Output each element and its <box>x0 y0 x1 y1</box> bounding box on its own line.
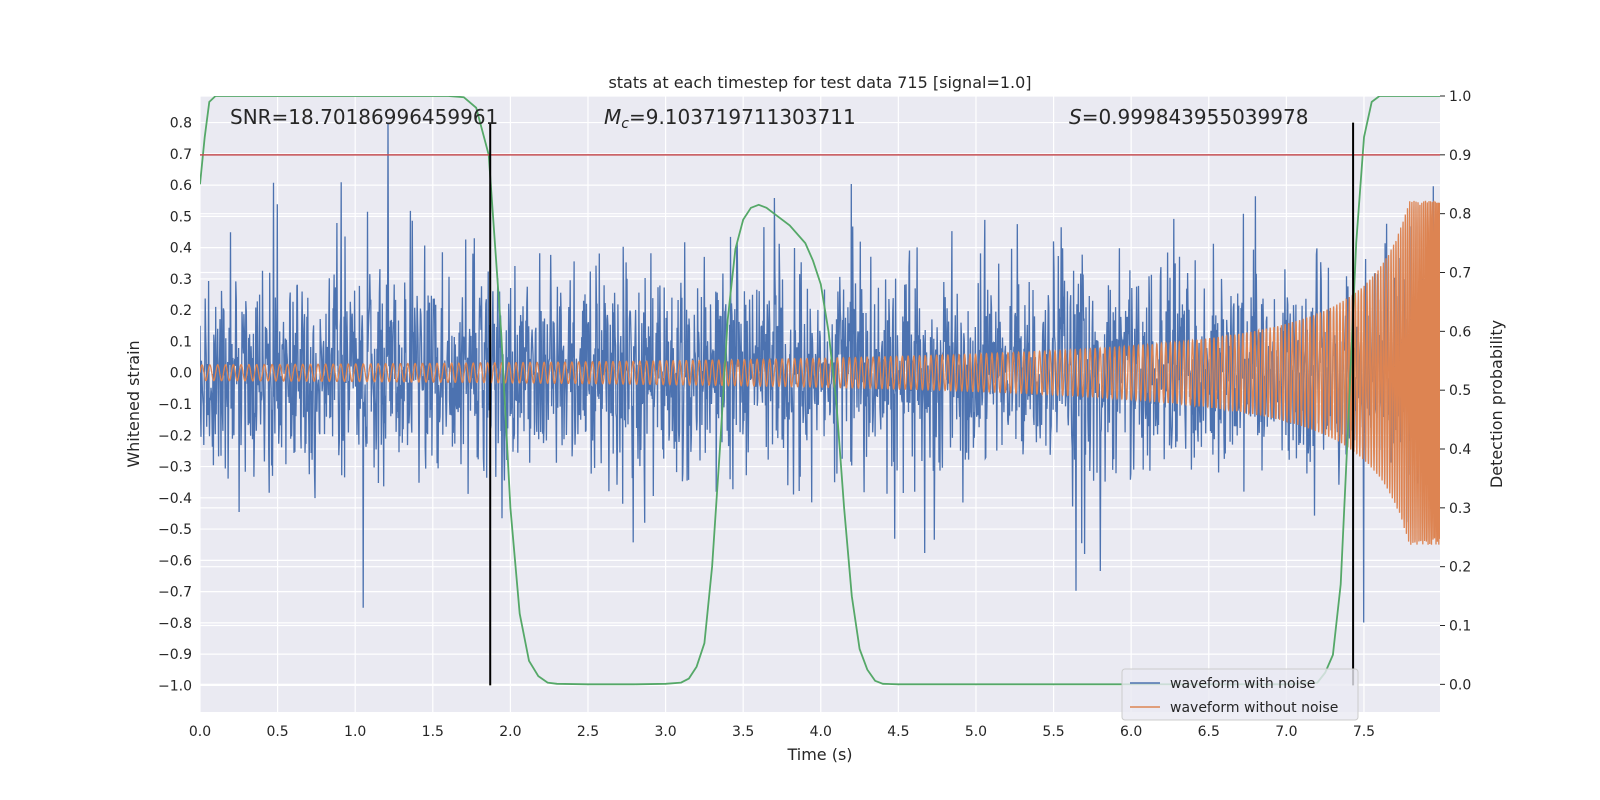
y2-tick-label: 0.2 <box>1449 560 1471 576</box>
legend-box <box>1121 668 1359 721</box>
y-tick-label: −0.1 <box>158 397 192 413</box>
y2-tick-label: 0.9 <box>1449 148 1471 164</box>
ticks: 0.0 0.5 1.0 1.5 2.0 2.5 3.0 3.5 4.0 4.5 5.0 5.5 6.0 6… <box>158 89 1471 740</box>
y2-tick-label: 0.7 <box>1449 266 1471 282</box>
x-tick-label: 2.5 <box>577 724 599 740</box>
y-tick-label: 0.4 <box>170 241 192 257</box>
chart-title: stats at each timestep for test data 715… <box>608 73 1031 92</box>
y-tick-label: 0.3 <box>170 272 192 288</box>
x-tick-label: 5.5 <box>1042 724 1064 740</box>
y-tick-label: −0.2 <box>158 428 192 444</box>
y-tick-label: 0.8 <box>170 116 192 132</box>
legend-label-clean: waveform without noise <box>1170 700 1338 716</box>
y-tick-label: −0.7 <box>158 585 192 601</box>
snr-annotation: SNR=18.70186996459961 <box>230 105 498 129</box>
y-tick-label: −0.9 <box>158 647 192 663</box>
y-tick-label: −0.6 <box>158 553 192 569</box>
y-tick-label: 0.7 <box>170 147 192 163</box>
s-symbol: S <box>1069 105 1082 129</box>
y-tick-label: −0.5 <box>158 522 192 538</box>
y-tick-label: −0.3 <box>158 460 192 476</box>
y2-tick-label: 0.4 <box>1449 442 1471 458</box>
y2-tick-label: 1.0 <box>1449 89 1471 105</box>
y-tick-label: −0.8 <box>158 616 192 632</box>
x-tick-label: 5.0 <box>965 724 987 740</box>
legend-label-noise: waveform with noise <box>1170 676 1315 692</box>
x-tick-label: 7.0 <box>1275 724 1297 740</box>
y-tick-label: 0.0 <box>170 366 192 382</box>
chirp-mass-annotation: Mc=9.103719711303711 <box>604 105 856 132</box>
y-tick-label: 0.6 <box>170 178 192 194</box>
y2-tick-label: 0.6 <box>1449 324 1471 340</box>
x-axis-label: Time (s) <box>786 745 852 764</box>
y2-tick-label: 0.3 <box>1449 501 1471 517</box>
x-tick-label: 6.5 <box>1198 724 1220 740</box>
y-tick-label: 0.5 <box>170 209 192 225</box>
x-tick-label: 2.0 <box>499 724 521 740</box>
y-tick-label: 0.1 <box>170 334 192 350</box>
y2-tick-label: 0.8 <box>1449 207 1471 223</box>
y2-tick-label: 0.1 <box>1449 619 1471 635</box>
x-tick-label: 1.0 <box>344 724 366 740</box>
x-tick-label: 6.0 <box>1120 724 1142 740</box>
y-tick-label: 0.2 <box>170 303 192 319</box>
y-axis-label: Whitened strain <box>124 340 143 467</box>
x-tick-label: 1.5 <box>422 724 444 740</box>
legend: waveform with noise waveform without noi… <box>1121 668 1359 721</box>
x-tick-label: 7.5 <box>1353 724 1375 740</box>
y2-axis-label: Detection probability <box>1487 320 1506 488</box>
y2-tick-label: 0.0 <box>1449 677 1471 693</box>
y-tick-label: −1.0 <box>158 678 192 694</box>
x-tick-label: 3.5 <box>732 724 754 740</box>
x-tick-label: 0.0 <box>189 724 211 740</box>
series-waveform-without-noise <box>200 200 1440 545</box>
chirp-mass-subscript: c <box>621 116 629 132</box>
x-tick-label: 4.0 <box>810 724 832 740</box>
chirp-mass-value: =9.103719711303711 <box>629 105 856 129</box>
series-waveform-with-noise <box>200 122 1440 623</box>
series-layer <box>200 122 1440 623</box>
x-tick-label: 3.0 <box>654 724 676 740</box>
x-tick-label: 4.5 <box>887 724 909 740</box>
s-annotation: S=0.999843955039978 <box>1069 105 1308 129</box>
y2-tick-label: 0.5 <box>1449 383 1471 399</box>
y-tick-label: −0.4 <box>158 491 192 507</box>
s-value: =0.999843955039978 <box>1082 105 1309 129</box>
x-tick-label: 0.5 <box>266 724 288 740</box>
chirp-mass-symbol: M <box>604 105 621 129</box>
